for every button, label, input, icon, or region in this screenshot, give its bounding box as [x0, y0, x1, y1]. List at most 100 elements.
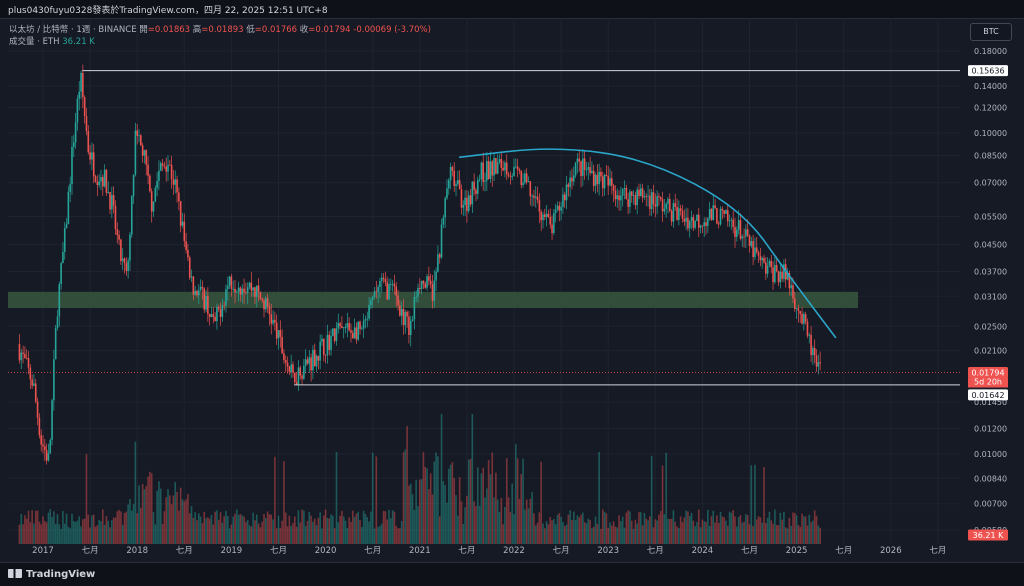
- price-axis[interactable]: 0.18000 0.14000 0.12000 0.10000 0.08500 0.070…: [974, 47, 1007, 535]
- candle-body: [659, 197, 662, 200]
- candle-body: [183, 221, 186, 242]
- volume-bar: [330, 514, 332, 544]
- candle-body: [199, 286, 202, 291]
- volume-bar: [388, 509, 390, 544]
- volume-bar: [237, 514, 240, 544]
- candle-body: [415, 296, 417, 298]
- volume-bar: [643, 512, 646, 544]
- candle-body: [755, 247, 758, 253]
- candle-body: [629, 191, 631, 207]
- candle-body: [181, 221, 184, 226]
- volume-bar: [150, 473, 153, 544]
- volume-bar: [612, 521, 615, 544]
- candle-body: [362, 320, 365, 329]
- volume-bar: [679, 516, 682, 544]
- publish-title: plus0430fuyu0328發表於TradingView.com，四月 22…: [8, 6, 328, 16]
- candle-body: [471, 181, 474, 205]
- volume-bar: [705, 521, 707, 544]
- volume-bar: [45, 522, 48, 544]
- volume-bar: [272, 519, 274, 544]
- volume-bar: [127, 504, 129, 544]
- volume-bar: [449, 464, 452, 544]
- time-tick-label: 七月: [82, 546, 99, 556]
- volume-bar: [774, 509, 776, 544]
- time-axis[interactable]: 2017 七月 2018 七月 2019 七月 2020 七月 2021 七月 2022 七月 2023…: [32, 546, 946, 556]
- volume-bar: [129, 499, 131, 544]
- candle-body: [257, 285, 260, 292]
- volume-bar: [216, 510, 218, 544]
- candle-body: [476, 180, 479, 194]
- volume-bar: [292, 522, 294, 544]
- candle-body: [638, 189, 640, 197]
- volume-bar: [542, 523, 544, 544]
- candle-body: [214, 316, 216, 322]
- candle-body: [114, 205, 117, 230]
- candle-body: [34, 383, 37, 402]
- candle-body: [85, 116, 88, 132]
- candle-body: [665, 203, 667, 209]
- volume-bar: [623, 527, 626, 544]
- candle-body: [69, 184, 71, 192]
- grid: [8, 18, 960, 544]
- volume-bar: [654, 519, 657, 544]
- candle-body: [364, 319, 367, 321]
- candle-body: [507, 174, 510, 176]
- volume-bar: [406, 426, 408, 544]
- symbol-label[interactable]: 以太坊 / 比特幣 · 1週 · BINANCE: [9, 25, 137, 35]
- price-tick-label: 0.07000: [974, 179, 1007, 188]
- candle-body: [696, 214, 698, 222]
- candle-body: [303, 365, 305, 379]
- volume-bar: [353, 516, 356, 544]
- volume-bar: [721, 516, 724, 544]
- countdown-tag: 5d 20h: [974, 378, 1002, 387]
- volume-bar: [123, 512, 126, 544]
- volume-bar: [143, 489, 146, 544]
- price-chart[interactable]: 0.18000 0.14000 0.12000 0.10000 0.08500 0.070…: [0, 18, 1024, 562]
- volume-bar: [507, 497, 510, 544]
- volume-bar: [433, 461, 436, 544]
- candle-body: [265, 298, 267, 310]
- volume-bar: [547, 524, 550, 544]
- candle-body: [103, 169, 106, 187]
- volume-bar: [553, 518, 555, 544]
- candle-body: [328, 334, 331, 350]
- candle-body: [777, 271, 780, 283]
- candle-body: [672, 203, 675, 222]
- candle-body: [254, 287, 256, 297]
- volume-bar: [806, 525, 809, 544]
- volume-bar: [101, 509, 104, 544]
- volume-row: 成交量 · ETH 36.21 K: [9, 36, 431, 48]
- volume-bar: [346, 527, 349, 544]
- trend-arc[interactable]: [458, 148, 837, 339]
- volume-bar: [328, 518, 331, 544]
- volume-bar: [534, 525, 537, 544]
- volume-bar: [408, 485, 410, 544]
- volume-bar: [467, 459, 470, 544]
- volume-bar: [25, 518, 28, 544]
- volume-bar: [650, 455, 653, 544]
- volume-bar: [565, 524, 568, 544]
- volume-bar: [560, 516, 562, 544]
- candle-body: [591, 170, 593, 173]
- volume-bar: [591, 528, 593, 544]
- volume-bar: [502, 524, 504, 544]
- candle-body: [746, 229, 749, 236]
- volume-bar: [248, 525, 251, 544]
- candle-body: [576, 158, 579, 163]
- candle-body: [571, 177, 573, 182]
- volume-bar: [804, 516, 807, 544]
- volume-label[interactable]: 成交量 · ETH: [9, 37, 60, 47]
- candle-body: [683, 218, 686, 222]
- volume-bar: [375, 456, 378, 544]
- time-tick-label: 七月: [647, 546, 664, 556]
- volume-bar: [152, 512, 155, 544]
- volume-bar: [197, 513, 200, 544]
- candle-body: [580, 161, 582, 176]
- volume-bar: [703, 521, 706, 544]
- volume-bar: [487, 460, 490, 544]
- currency-button[interactable]: BTC: [970, 23, 1012, 41]
- tradingview-logo[interactable]: TradingView: [8, 569, 95, 580]
- volume-value: 36.21 K: [62, 37, 95, 47]
- time-tick-label: 2026: [880, 546, 902, 556]
- candle-body: [587, 167, 590, 170]
